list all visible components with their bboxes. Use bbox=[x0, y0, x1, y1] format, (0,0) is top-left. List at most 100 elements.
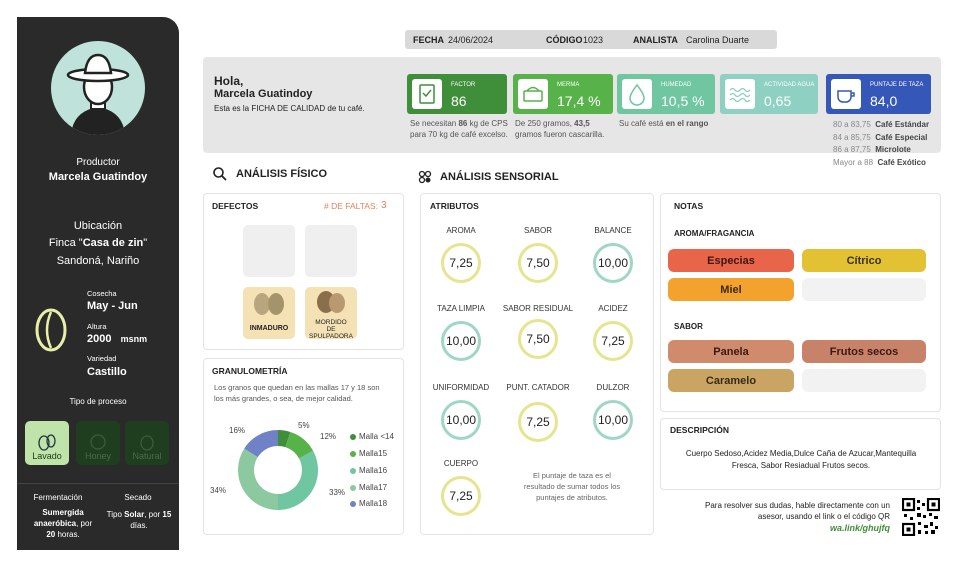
washed-beans-icon bbox=[38, 434, 56, 451]
scale-row: Mayor a 88 Café Exótico bbox=[833, 158, 926, 167]
sensorial-note: El puntaje de taza es el resultado de sum… bbox=[523, 471, 621, 502]
analista-value: Carolina Duarte bbox=[686, 35, 750, 45]
note-chip: Frutos secos bbox=[802, 340, 926, 363]
faltas-label: # DE FALTAS: bbox=[324, 201, 379, 211]
kpi-factor: FACTOR 86 bbox=[407, 74, 507, 114]
whatsapp-link[interactable]: wa.link/ghujfq bbox=[830, 523, 890, 533]
kpi-factor-label: FACTOR bbox=[451, 82, 476, 88]
codigo-value: 1023 bbox=[583, 35, 604, 45]
scale-row: 86 a 87,75 Microlote bbox=[833, 145, 911, 154]
defect-inmaduro: INMADURO bbox=[243, 287, 295, 339]
productor-label: Productor bbox=[76, 157, 120, 168]
productor-name: Marcela Guatindoy bbox=[48, 171, 148, 183]
attr-gauge: 7,50 bbox=[518, 243, 558, 283]
humedad-note: Su café está en el rango bbox=[619, 119, 709, 128]
note-chip: Miel bbox=[668, 278, 794, 301]
note-chip: Especias bbox=[668, 249, 794, 272]
clipboard-icon bbox=[419, 84, 435, 104]
notas-title: NOTAS bbox=[674, 201, 704, 211]
unripe-bean-icon bbox=[254, 293, 284, 315]
donut-slice bbox=[238, 448, 278, 510]
legend-item: Malla18 bbox=[350, 499, 387, 508]
kpi-puntaje-taza: PUNTAJE DE TAZA 84,0 bbox=[826, 74, 931, 114]
defect-mordido: MORDIDO DE SPULPADORA bbox=[305, 287, 357, 340]
attr-gauge: 10,00 bbox=[441, 321, 481, 361]
cosecha-value: May - Jun bbox=[87, 300, 138, 312]
attr-gauge: 7,25 bbox=[593, 321, 633, 361]
pct-label: 12% bbox=[320, 432, 337, 441]
attr-label: PUNT. CATADOR bbox=[506, 383, 570, 392]
kpi-humedad-label: HUMEDAD bbox=[661, 82, 692, 88]
legend-item: Malla <14 bbox=[350, 432, 394, 441]
fermentacion-value: Sumergida anaeróbica, por 20 horas. bbox=[33, 508, 93, 539]
defectos-title: DEFECTOS bbox=[212, 201, 259, 211]
kpi-factor-value: 86 bbox=[451, 93, 467, 109]
sensory-icon bbox=[418, 170, 432, 184]
honey-icon bbox=[90, 434, 106, 450]
proceso-natural: Natural bbox=[125, 421, 169, 465]
waves-icon bbox=[729, 87, 751, 103]
attr-label: UNIFORMIDAD bbox=[432, 383, 490, 392]
donut-slice bbox=[278, 450, 318, 510]
pct-label: 33% bbox=[329, 488, 346, 497]
note-chip-empty bbox=[802, 369, 926, 392]
contacto-text: Para resolver sus dudas, hable directame… bbox=[705, 501, 890, 521]
attr-gauge: 7,50 bbox=[518, 319, 558, 359]
qr-code-icon[interactable] bbox=[902, 498, 940, 536]
fermentacion-label: Fermentación bbox=[33, 493, 83, 502]
attr-gauge: 10,00 bbox=[593, 243, 633, 283]
donut-slice bbox=[244, 430, 278, 458]
altura-value: 2000 msnm bbox=[87, 333, 148, 345]
attr-label: TAZA LIMPIA bbox=[437, 304, 485, 313]
defect-image-empty bbox=[243, 225, 295, 277]
sensorial-title: ANÁLISIS SENSORIAL bbox=[440, 171, 559, 183]
attr-label: BALANCE bbox=[594, 226, 632, 235]
note-chip: Caramelo bbox=[668, 369, 794, 392]
pct-label: 16% bbox=[229, 426, 246, 435]
merma-note: De 250 gramos, 43,5 gramos fueron cascar… bbox=[515, 119, 605, 139]
magnifier-icon bbox=[213, 167, 227, 181]
info-bar: FECHA 24/06/2024 CÓDIGO 1023 ANALISTA Ca… bbox=[405, 30, 777, 49]
legend-item: Malla15 bbox=[350, 449, 387, 458]
attr-label: SABOR bbox=[523, 226, 552, 235]
header-name: Marcela Guatindoy bbox=[214, 88, 313, 100]
legend-item: Malla17 bbox=[350, 483, 387, 492]
natural-icon bbox=[140, 435, 154, 451]
attr-label: DULZOR bbox=[596, 383, 630, 392]
defect-image-empty bbox=[305, 225, 357, 277]
coffee-bean-icon bbox=[35, 308, 67, 352]
pct-label: 34% bbox=[210, 486, 227, 495]
sabor-title: SABOR bbox=[674, 322, 703, 331]
donut-slice bbox=[285, 431, 314, 459]
kpi-actividad-agua: ACTIVIDAD AGUA 0,65 bbox=[720, 74, 818, 114]
kpi-humedad: HUMEDAD 10,5 % bbox=[617, 74, 715, 114]
descripcion-text: Cuerpo Sedoso,Acidez Media,Dulce Caña de… bbox=[685, 449, 917, 470]
proceso-honey: Honey bbox=[76, 421, 120, 465]
fisico-title: ANÁLISIS FÍSICO bbox=[236, 168, 328, 180]
kpi-actividad-agua-label: ACTIVIDAD AGUA bbox=[764, 82, 815, 88]
granulometria-donut-chart bbox=[238, 430, 318, 510]
water-drop-icon bbox=[629, 83, 645, 106]
secado-value: Tipo Solar, por 15 días. bbox=[106, 510, 172, 530]
proceso-lavado: Lavado bbox=[25, 421, 69, 465]
note-chip: Panela bbox=[668, 340, 794, 363]
scale-row: 80 a 83,75 Café Estándar bbox=[833, 120, 930, 129]
fecha-value: 24/06/2024 bbox=[448, 35, 494, 45]
granulometria-text: Los granos que quedan en las mallas 17 y… bbox=[214, 383, 380, 403]
proceso-label: Tipo de proceso bbox=[69, 397, 127, 406]
farmer-avatar-icon bbox=[66, 53, 130, 135]
kpi-puntaje-taza-label: PUNTAJE DE TAZA bbox=[870, 82, 924, 88]
fecha-label: FECHA bbox=[413, 35, 444, 45]
kpi-actividad-agua-value: 0,65 bbox=[764, 93, 792, 109]
header-subtitle: Esta es la FICHA DE CALIDAD de tu café. bbox=[214, 104, 365, 113]
descripcion-title: DESCRIPCIÓN bbox=[670, 425, 730, 435]
attr-gauge: 7,25 bbox=[518, 402, 558, 442]
codigo-label: CÓDIGO bbox=[546, 35, 583, 45]
kpi-merma-value: 17,4 % bbox=[557, 93, 601, 109]
attr-gauge: 10,00 bbox=[441, 400, 481, 440]
factor-note: Se necesitan 86 kg de CPS para 70 kg de … bbox=[410, 119, 508, 139]
avatar bbox=[51, 41, 145, 135]
legend-item: Malla16 bbox=[350, 466, 387, 475]
altura-label: Altura bbox=[87, 322, 107, 331]
bitten-bean-icon bbox=[317, 291, 345, 313]
